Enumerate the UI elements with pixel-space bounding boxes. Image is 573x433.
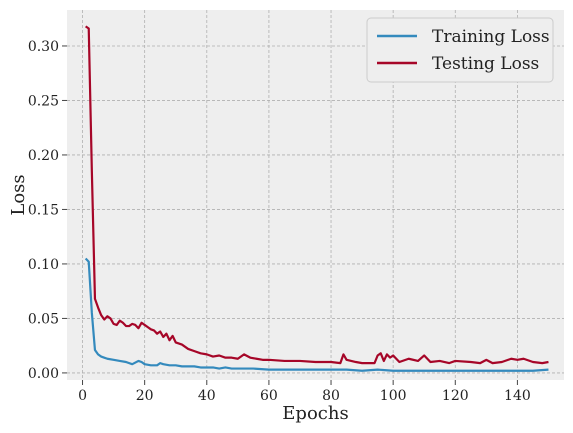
legend-label-training: Training Loss — [432, 27, 550, 47]
series-lines — [84, 25, 549, 372]
x-tick-label: 100 — [380, 388, 407, 404]
x-tick-label: 20 — [136, 388, 154, 404]
x-tick-label: 40 — [198, 388, 216, 404]
ticks: 0 20 40 60 80 100 120 140 0.00 0.05 0.10 0.15 0.20 0.… — [28, 39, 531, 404]
y-tick-label: 0.15 — [28, 202, 59, 218]
x-tick-label: 140 — [504, 388, 531, 404]
x-tick-label: 0 — [78, 388, 87, 404]
grid — [67, 10, 564, 380]
y-tick-label: 0.00 — [28, 366, 59, 382]
legend: Training Loss Testing Loss — [366, 17, 554, 83]
x-tick-label: 120 — [442, 388, 469, 404]
y-axis-label: Loss — [8, 174, 29, 215]
training-loss-line — [84, 257, 549, 372]
x-axis-label: Epochs — [282, 403, 348, 424]
y-tick-label: 0.10 — [28, 257, 59, 273]
y-tick-label: 0.30 — [28, 39, 59, 55]
y-tick-label: 0.25 — [28, 93, 59, 109]
y-tick-label: 0.20 — [28, 148, 59, 164]
x-tick-label: 80 — [322, 388, 340, 404]
x-tick-label: 60 — [260, 388, 278, 404]
testing-loss-line — [85, 25, 549, 365]
y-tick-label: 0.05 — [28, 311, 59, 327]
legend-label-testing: Testing Loss — [432, 54, 539, 74]
legend-box — [366, 17, 554, 83]
